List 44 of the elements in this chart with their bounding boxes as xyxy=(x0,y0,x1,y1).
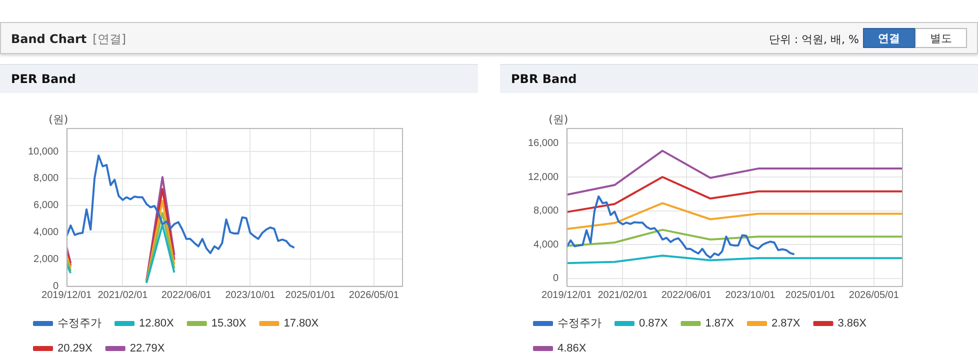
x-tick-label: 2025/01/01 xyxy=(785,290,836,301)
legend-label: 0.87X xyxy=(639,318,668,330)
legend-label: 1.87X xyxy=(705,318,735,330)
legend-label: 15.30X xyxy=(211,318,247,330)
x-tick-label: 2023/10/01 xyxy=(225,290,276,301)
text: 별도 xyxy=(915,28,967,48)
x-tick-label: 2019/12/01 xyxy=(42,290,92,301)
legend-label: 4.86X xyxy=(558,342,587,355)
y-tick-label: 12,000 xyxy=(528,172,560,183)
y-tick-label: 4,000 xyxy=(34,226,60,238)
x-tick-label: 2022/06/01 xyxy=(161,290,212,301)
y-tick-label: 4,000 xyxy=(534,239,560,250)
y-tick-label: 6,000 xyxy=(34,200,60,212)
x-tick-label: 2026/05/01 xyxy=(848,290,900,301)
x-tick-label: 2026/05/01 xyxy=(348,290,400,301)
x-tick-label: 2025/01/01 xyxy=(285,290,336,301)
x-tick-label: 2021/02/01 xyxy=(598,290,648,301)
text: 단위 : 억원, 배, % xyxy=(768,32,859,47)
legend-label: 17.80X xyxy=(284,318,320,330)
legend-label: 수정주가 xyxy=(58,318,102,330)
y-tick-label: 0 xyxy=(553,273,560,284)
x-tick-label: 2021/02/01 xyxy=(98,290,148,301)
chart-title: PER Band xyxy=(0,64,478,93)
legend-label: 20.29X xyxy=(58,342,94,355)
x-tick-label: 2022/06/01 xyxy=(661,290,712,301)
legend-label: 12.80X xyxy=(139,318,175,330)
y-axis-title: (원) xyxy=(548,112,568,126)
legend-label: 3.86X xyxy=(838,318,868,330)
text: Band Chart xyxy=(11,32,87,46)
y-tick-label: 8,000 xyxy=(34,173,60,184)
text: 연결 xyxy=(863,28,915,48)
y-tick-label: 10,000 xyxy=(28,146,60,158)
y-tick-label: 2,000 xyxy=(34,254,60,265)
text: [연결] xyxy=(92,32,126,46)
y-tick-label: 0 xyxy=(53,280,60,292)
legend-label: 2.87X xyxy=(771,318,801,330)
y-tick-label: 16,000 xyxy=(528,138,560,149)
chart-title: PBR Band xyxy=(500,64,978,93)
y-tick-label: 8,000 xyxy=(534,206,560,217)
legend-label: 22.79X xyxy=(130,342,166,355)
legend-label: 수정주가 xyxy=(558,318,602,330)
x-tick-label: 2019/12/01 xyxy=(542,290,592,301)
y-axis-title: (원) xyxy=(48,112,68,126)
x-tick-label: 2023/10/01 xyxy=(725,290,776,301)
